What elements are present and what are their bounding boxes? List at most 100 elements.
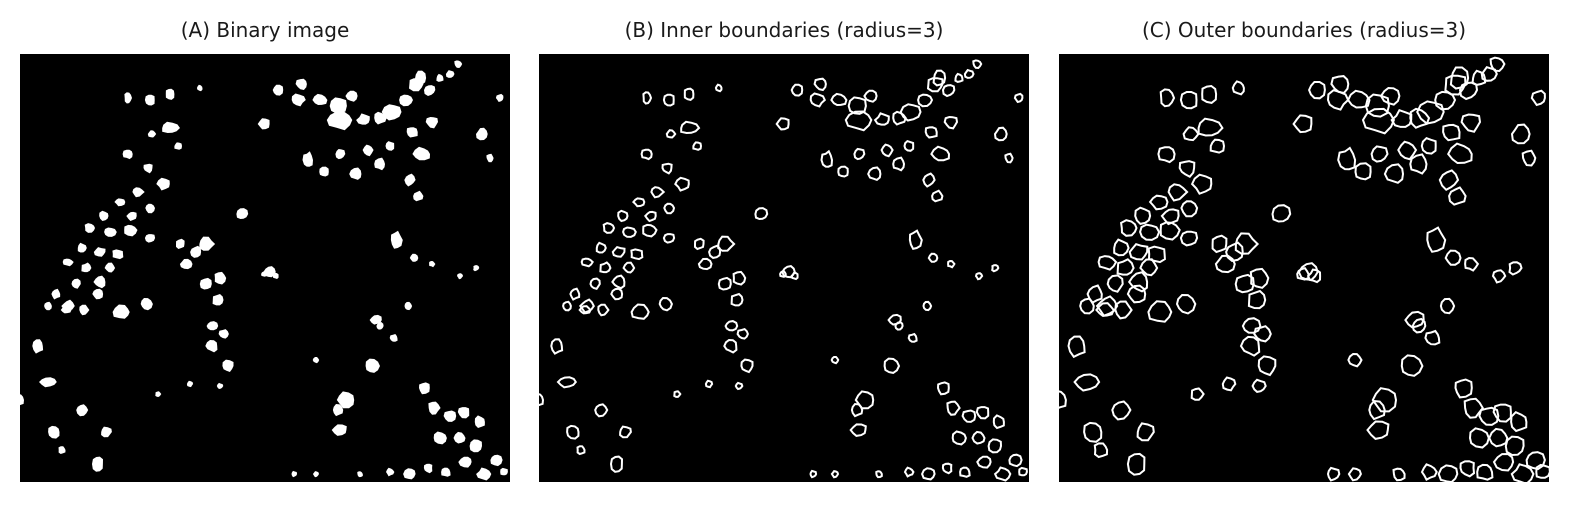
binary-blob [474,415,485,428]
boundary-contour [599,261,612,274]
binary-blob [186,380,194,388]
binary-blob [454,60,463,68]
boundary-contour [1491,269,1507,284]
boundary-contour [1347,352,1363,368]
boundary-contour [1444,249,1462,266]
boundary-contour [1136,422,1155,442]
boundary-contour [611,245,626,258]
boundary-contour [1209,138,1226,154]
binary-blob [165,88,175,100]
boundary-contour [976,455,992,469]
binary-blob [104,227,117,237]
binary-blob [147,130,157,138]
boundary-contour [665,129,677,139]
boundary-contour [1067,335,1086,359]
boundary-contour [569,287,581,301]
boundary-contour [1234,232,1260,255]
binary-blob [236,208,249,219]
boundary-contour [1008,453,1023,468]
boundary-contour [1449,66,1470,90]
boundary-contour [992,414,1005,430]
binary-blob [312,471,319,478]
boundary-contour [566,424,580,440]
boundary-contour [991,264,1000,273]
binary-blob [144,234,156,243]
boundary-contour [1160,208,1180,226]
binary-blob [44,301,52,311]
boundary-contour [850,402,864,418]
boundary-contour [863,89,878,103]
boundary-contour [924,126,938,139]
binary-blob [84,223,95,233]
boundary-contour [961,409,977,423]
boundary-contour [837,165,849,178]
binary-blob [99,210,109,221]
boundary-contour [907,332,918,343]
boundary-contour [732,270,747,286]
boundary-contour [867,166,882,182]
binary-blob [199,277,212,290]
boundary-contour [1167,183,1189,202]
binary-blob [212,294,224,306]
boundary-contour [1364,93,1390,118]
binary-blob [77,242,87,253]
binary-blob [399,94,413,107]
boundary-contour [1095,302,1115,317]
binary-blob [126,211,137,221]
binary-blob [155,391,162,397]
panel-a-title: (A) Binary image [180,18,350,42]
binary-blob [486,153,494,163]
boundary-contour [1424,329,1441,346]
binary-blob [453,431,466,444]
boundary-contour [1241,317,1262,334]
binary-blob [101,426,112,438]
binary-blob [199,236,216,251]
boundary-contour [954,72,964,83]
boundary-contour [1463,397,1485,419]
boundary-contour [589,277,601,290]
binary-blob [312,93,328,105]
binary-blob [216,382,224,389]
binary-image-panel [20,54,510,482]
boundary-contour [632,197,646,208]
boundary-contour [853,147,866,161]
boundary-contour [779,269,787,278]
boundary-contour [1326,466,1341,482]
binary-blob [93,275,106,289]
boundary-contour [663,202,676,215]
boundary-contour [1253,325,1272,343]
binary-blob [222,359,234,372]
boundary-contour [1182,126,1200,142]
boundary-contour [1239,335,1261,357]
boundary-contour [1411,317,1427,334]
boundary-contour [932,69,947,87]
boundary-contour [602,222,616,234]
binary-blob [114,198,126,207]
binary-blob [386,467,395,477]
boundary-contour [610,287,624,301]
binary-blob [71,278,81,289]
boundary-contour [809,469,818,479]
boundary-contour [1510,123,1531,145]
boundary-contour [943,115,959,130]
binary-blob [409,253,419,262]
outer-boundaries-image [1059,56,1549,482]
boundary-contour [662,233,676,244]
binary-blob [156,177,170,191]
boundary-contour [844,110,873,132]
boundary-contour [1459,460,1476,478]
boundary-contour [1510,411,1528,433]
binary-blob [312,357,320,364]
boundary-contour [597,303,610,317]
binary-blob [425,117,438,129]
boundary-contour [1126,452,1146,476]
boundary-contour [847,96,867,115]
binary-blob [257,118,270,130]
boundary-contour [1180,200,1199,218]
boundary-contour [1292,114,1313,134]
boundary-contour [1504,435,1525,457]
boundary-contour [1454,378,1473,399]
boundary-contour [611,274,626,290]
boundary-contour [754,207,769,221]
boundary-contour [724,320,739,332]
